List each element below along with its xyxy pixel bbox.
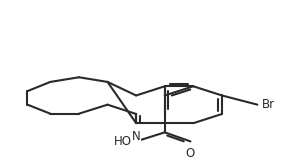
Text: Br: Br bbox=[262, 98, 275, 111]
Text: HO: HO bbox=[114, 135, 132, 148]
Text: N: N bbox=[132, 130, 140, 143]
Text: O: O bbox=[186, 147, 195, 160]
